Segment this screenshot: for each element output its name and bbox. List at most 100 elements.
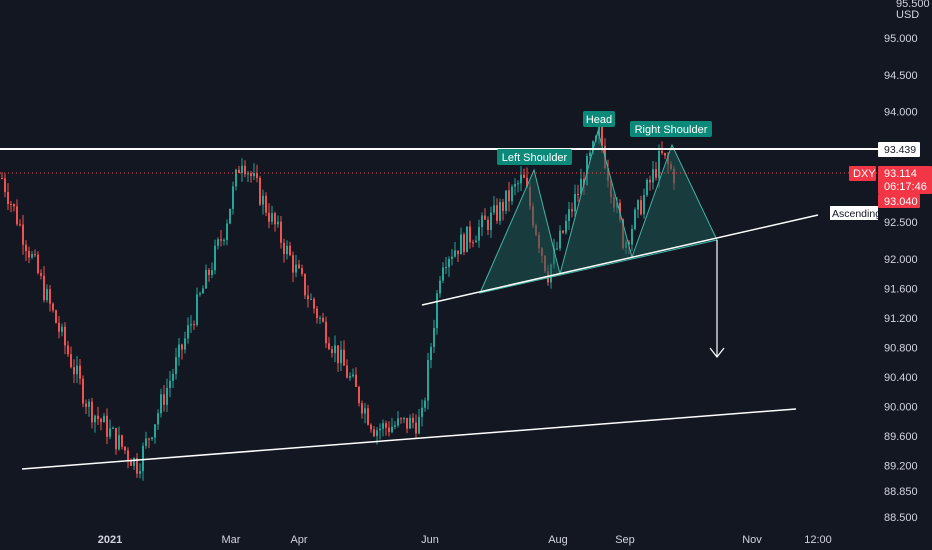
- candle-body: [124, 446, 126, 451]
- candle-body: [82, 378, 84, 404]
- right-shoulder-label[interactable]: Right Shoulder: [630, 121, 712, 137]
- candle-body: [463, 234, 465, 253]
- candle-body: [562, 230, 564, 233]
- candle-body: [64, 326, 66, 346]
- candle-body: [280, 221, 282, 243]
- time-axis-label: Jun: [421, 534, 439, 546]
- candle-body: [100, 418, 102, 423]
- candle-body: [454, 250, 456, 257]
- candle-body: [652, 169, 654, 183]
- candle-body: [436, 293, 438, 329]
- candle-body: [433, 328, 435, 347]
- candle-body: [277, 221, 279, 225]
- candle-body: [412, 417, 414, 423]
- candle-body: [208, 269, 210, 275]
- candle-body: [493, 205, 495, 213]
- candle-body: [283, 242, 285, 255]
- candle-body: [496, 205, 498, 221]
- candle-body: [649, 179, 651, 183]
- head-label[interactable]: Head: [583, 111, 615, 127]
- candle-body: [511, 186, 513, 202]
- candle-body: [505, 190, 507, 211]
- left-shoulder-label[interactable]: Left Shoulder: [497, 149, 572, 165]
- candle-body: [580, 178, 582, 195]
- candle-body: [499, 202, 501, 221]
- candle-body: [478, 227, 480, 241]
- candle-body: [145, 438, 147, 446]
- candle-body: [634, 209, 636, 229]
- candle-body: [115, 428, 117, 450]
- candle-body: [112, 428, 114, 430]
- candle-body: [643, 195, 645, 215]
- candle-body: [97, 415, 99, 419]
- candle-body: [172, 373, 174, 381]
- candle-body: [352, 374, 354, 377]
- top-partial-price-label: 95.500: [896, 0, 930, 10]
- candle-body: [442, 267, 444, 281]
- price-axis-labels: 95.000 94.500 94.000 92.500 92.000 91.600 91.2…: [884, 33, 918, 524]
- candle-body: [295, 264, 297, 273]
- candle-body: [46, 289, 48, 301]
- right-shoulder-label-text: Right Shoulder: [635, 124, 708, 136]
- candle-body: [76, 365, 78, 375]
- candle-body: [322, 317, 324, 322]
- time-axis-label: Nov: [742, 534, 762, 546]
- candle-body: [361, 403, 363, 414]
- candle-body: [337, 345, 339, 364]
- candle-body: [190, 324, 192, 326]
- candle-body: [370, 424, 372, 430]
- candle-body: [214, 245, 216, 271]
- candle-body: [349, 376, 351, 378]
- currency-label: USD: [896, 9, 919, 21]
- candle-body: [331, 349, 333, 354]
- candle-body: [133, 457, 135, 466]
- candle-body: [310, 298, 312, 300]
- price-axis-label: 92.500: [884, 217, 918, 229]
- candle-body: [400, 418, 402, 420]
- candle-body: [175, 357, 177, 374]
- candle-body: [418, 416, 420, 434]
- candle-body: [298, 264, 300, 269]
- symbol-tag: DXY: [849, 166, 876, 181]
- candle-body: [31, 254, 33, 258]
- candle-body: [589, 152, 591, 157]
- price-axis-label: 90.000: [884, 401, 918, 413]
- candle-body: [343, 349, 345, 366]
- ascending-label-text: Ascending: [832, 208, 881, 220]
- time-axis[interactable]: [0, 530, 932, 550]
- last-price-tag: 93.114 06:17:46: [878, 166, 932, 194]
- candle-body: [514, 183, 516, 187]
- price-axis[interactable]: [878, 0, 932, 530]
- candle-body: [169, 380, 171, 388]
- price-axis-label: 91.200: [884, 313, 918, 325]
- candle-body: [193, 324, 195, 326]
- candle-body: [364, 408, 366, 414]
- candle-body: [385, 423, 387, 428]
- candle-body: [415, 422, 417, 434]
- price-axis-label: 92.000: [884, 254, 918, 266]
- support-trendline[interactable]: [21, 408, 797, 470]
- candle-body: [253, 173, 255, 177]
- candle-body: [358, 386, 360, 404]
- candle-body: [481, 215, 483, 228]
- ascending-label[interactable]: Ascending: [830, 206, 881, 220]
- candle-body: [574, 193, 576, 212]
- candle-body: [85, 403, 87, 407]
- left-shoulder-label-text: Left Shoulder: [502, 152, 568, 164]
- target-arrow: [709, 240, 725, 358]
- candle-body: [301, 268, 303, 274]
- candle-body: [184, 338, 186, 350]
- price-axis-label: 89.600: [884, 431, 918, 443]
- candle-body: [466, 226, 468, 253]
- candle-body: [307, 295, 309, 300]
- candle-body: [187, 325, 189, 339]
- candle-body: [154, 424, 156, 438]
- candle-body: [247, 173, 249, 175]
- candle-body: [181, 344, 183, 350]
- neckline-trendline[interactable]: [421, 214, 819, 306]
- candle-body: [460, 234, 462, 255]
- candle-body: [163, 394, 165, 405]
- candle-body: [121, 435, 123, 447]
- candle-body: [226, 223, 228, 240]
